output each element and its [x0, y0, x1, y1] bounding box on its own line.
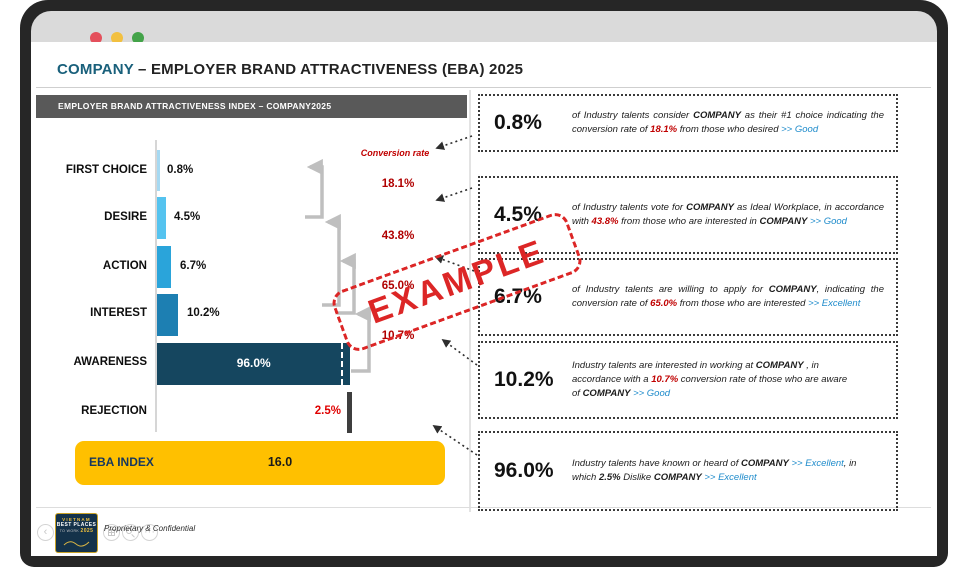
annotation-text-1: of Industry talents consider COMPANY as … [572, 109, 885, 135]
annotation-pct-2: 4.5% [494, 203, 542, 226]
category-label-first-choice: FIRST CHOICE [65, 164, 147, 176]
annotation-box-desire: 4.5% of Industry talents vote for COMPAN… [478, 176, 898, 254]
annotation-box-interest: 10.2% Industry talents are interested in… [478, 341, 898, 419]
chart-axis-line [155, 140, 157, 432]
chart-header-bar: EMPLOYER BRAND ATTRACTIVENESS INDEX – CO… [36, 95, 467, 118]
annotation-box-action: 6.7% of Industry talents are willing to … [478, 258, 898, 336]
value-interest: 10.2% [187, 307, 220, 319]
category-label-action: ACTION [102, 260, 147, 272]
value-desire: 4.5% [174, 211, 201, 223]
conversion-rate-1: 18.1% [381, 178, 415, 190]
annotation-text-2: of Industry talents vote for COMPANY as … [572, 201, 884, 227]
minimize-button[interactable] [111, 32, 123, 44]
category-label-desire: DESIRE [104, 211, 147, 223]
conversion-rate-4: 10.7% [381, 330, 415, 342]
badge-year: 2025 [80, 528, 94, 534]
value-rejection: 2.5% [314, 405, 341, 417]
bar-action [157, 246, 171, 288]
annotation-pct-5: 96.0% [494, 459, 554, 482]
close-button[interactable] [90, 32, 102, 44]
badge-line3: TO WORK 2025 [59, 528, 94, 534]
confidential-note: Proprietary & Confidential [104, 524, 196, 533]
eba-index-bar: EBA INDEX 16.0 [75, 441, 445, 485]
page-title: COMPANY – EMPLOYER BRAND ATTRACTIVENESS … [57, 61, 523, 78]
window-titlebar [31, 11, 937, 44]
bar-rejection [347, 392, 353, 433]
conversion-rate-2: 43.8% [381, 230, 415, 242]
page-title-company: COMPANY [57, 61, 134, 78]
annotation-box-first-choice: 0.8% of Industry talents consider COMPAN… [478, 94, 898, 152]
bar-interest [157, 294, 178, 336]
annotation-pct-4: 10.2% [494, 368, 554, 391]
conversion-rate-heading: Conversion rate [360, 148, 430, 158]
category-label-interest: INTEREST [90, 307, 147, 319]
badge-signature-scribble [63, 541, 89, 547]
title-divider [36, 87, 931, 88]
badge-line2: BEST PLACES [56, 522, 97, 528]
grid-icon[interactable] [103, 524, 120, 541]
search-icon-glyph [126, 528, 132, 534]
fullscreen-button[interactable] [132, 32, 144, 44]
annotation-box-awareness: 96.0% Industry talents have known or hea… [478, 431, 898, 511]
bar-awareness-value: 96.0% [236, 356, 271, 370]
ellipsis-icon[interactable]: ··· [141, 524, 158, 541]
chevron-left-icon[interactable]: ‹ [37, 524, 54, 541]
conversion-rate-3: 65.0% [381, 280, 415, 292]
annotation-pct-3: 6.7% [494, 285, 542, 308]
page-title-rest: – EMPLOYER BRAND ATTRACTIVENESS (EBA) 20… [133, 61, 524, 78]
awareness-dashed-marker [341, 343, 344, 385]
search-icon[interactable] [122, 524, 139, 541]
vietnam-best-places-badge: VIETNAM BEST PLACES TO WORK 2025 [55, 513, 98, 553]
category-label-awareness: AWARENESS [73, 356, 148, 368]
annotation-text-3: of Industry talents are willing to apply… [572, 283, 884, 309]
annotation-text-4: Industry talents are interested in worki… [572, 359, 848, 400]
eba-index-label: EBA INDEX [89, 455, 154, 469]
annotation-text-5: Industry talents have known or heard of … [572, 457, 857, 483]
bar-awareness: 96.0% [157, 343, 351, 385]
value-action: 6.7% [180, 260, 207, 272]
eba-index-value: 16.0 [267, 455, 293, 469]
category-label-rejection: REJECTION [81, 405, 147, 417]
bar-first-choice [157, 150, 160, 191]
panel-divider [469, 90, 471, 512]
bar-desire [157, 197, 167, 239]
value-first-choice: 0.8% [167, 164, 194, 176]
badge-line1: VIETNAM [62, 517, 91, 522]
annotation-pct-1: 0.8% [494, 111, 542, 134]
grid-icon-glyph [107, 528, 115, 536]
footer-divider [36, 507, 931, 508]
